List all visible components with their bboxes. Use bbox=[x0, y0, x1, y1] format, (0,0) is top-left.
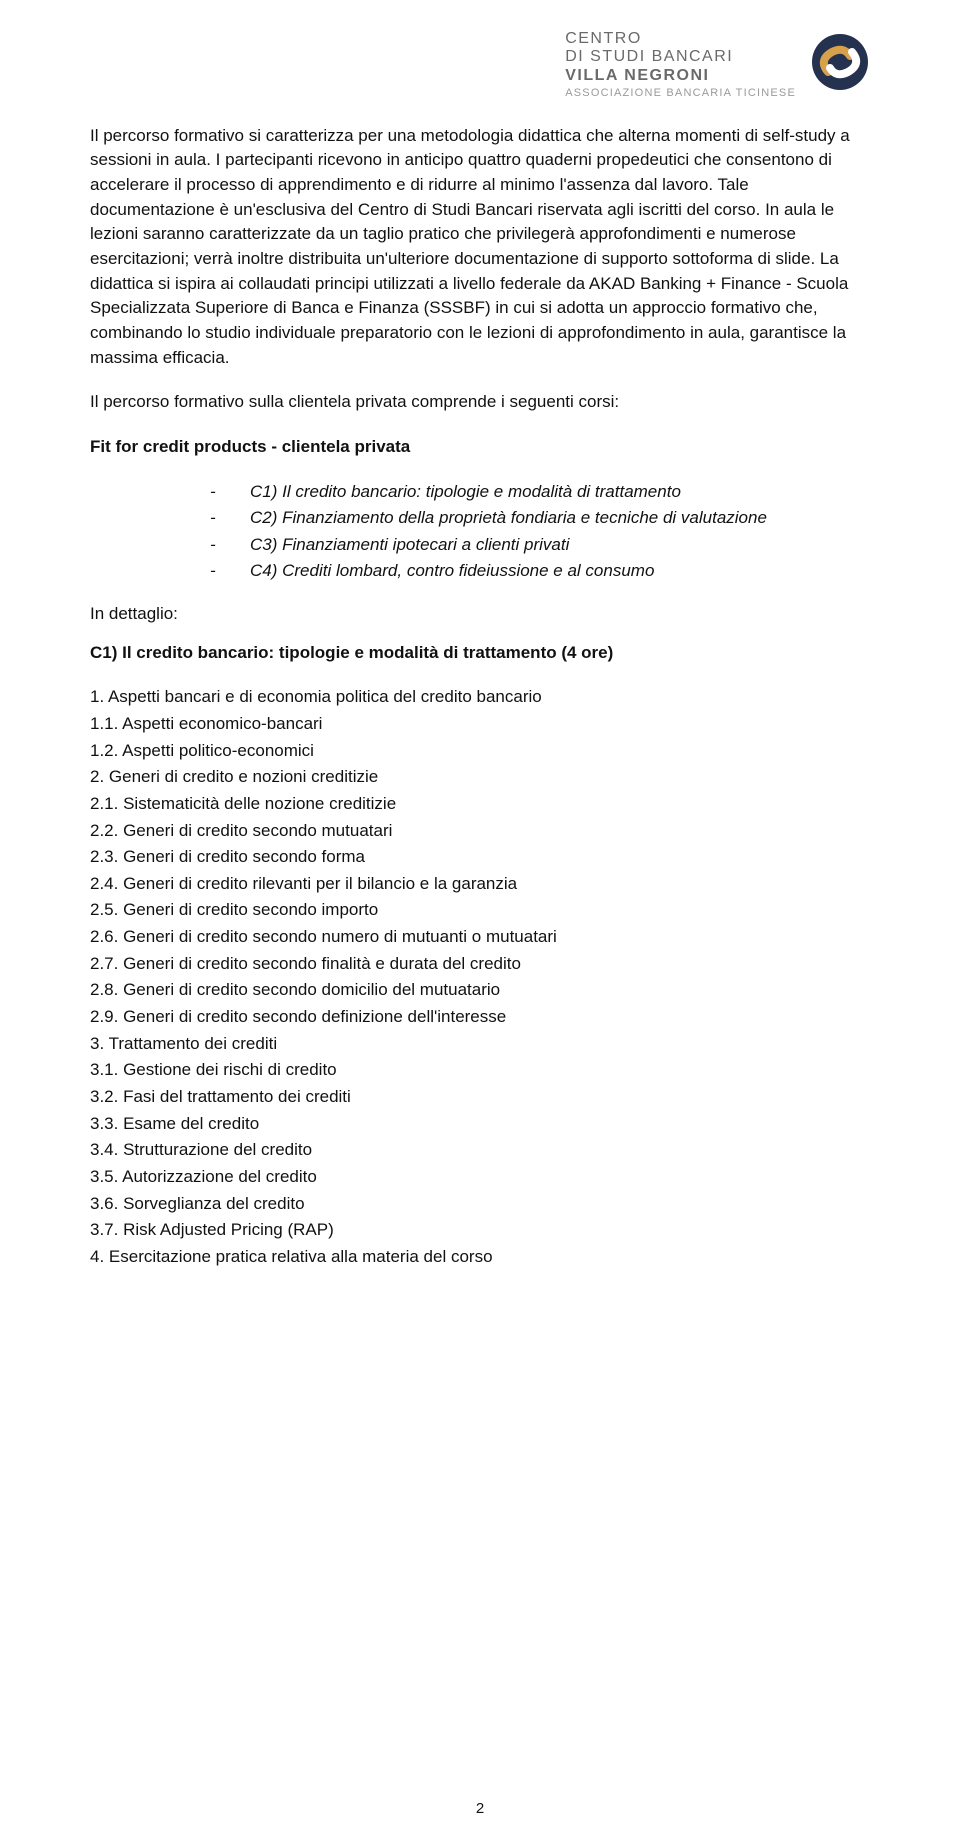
c1-heading: C1) Il credito bancario: tipologie e mod… bbox=[90, 641, 870, 666]
outline-item: 2.8. Generi di credito secondo domicilio… bbox=[90, 978, 870, 1003]
outline-item: 2.5. Generi di credito secondo importo bbox=[90, 898, 870, 923]
course-bullet-list: - C1) Il credito bancario: tipologie e m… bbox=[210, 480, 870, 585]
outline-item: 3.3. Esame del credito bbox=[90, 1112, 870, 1137]
bullet-item: - C2) Finanziamento della proprietà fond… bbox=[210, 506, 870, 531]
fit-for-credit-heading: Fit for credit products - clientela priv… bbox=[90, 435, 870, 460]
page-header: CENTRO DI STUDI BANCARI VILLA NEGRONI AS… bbox=[90, 30, 870, 100]
outline-item: 2.6. Generi di credito secondo numero di… bbox=[90, 925, 870, 950]
outline-item: 2.3. Generi di credito secondo forma bbox=[90, 845, 870, 870]
outline-item: 3.4. Strutturazione del credito bbox=[90, 1138, 870, 1163]
brand-block: CENTRO DI STUDI BANCARI VILLA NEGRONI AS… bbox=[565, 30, 870, 100]
outline-item: 1. Aspetti bancari e di economia politic… bbox=[90, 685, 870, 710]
outline-item: 1.2. Aspetti politico-economici bbox=[90, 739, 870, 764]
bullet-item: - C3) Finanziamenti ipotecari a clienti … bbox=[210, 533, 870, 558]
in-dettaglio-label: In dettaglio: bbox=[90, 602, 870, 627]
outline-item: 2.7. Generi di credito secondo finalità … bbox=[90, 952, 870, 977]
dash-icon: - bbox=[210, 533, 222, 558]
brand-logo-icon bbox=[810, 32, 870, 97]
outline-item: 3.5. Autorizzazione del credito bbox=[90, 1165, 870, 1190]
dash-icon: - bbox=[210, 480, 222, 505]
bullet-text: C4) Crediti lombard, contro fideiussione… bbox=[250, 559, 870, 584]
brand-line-2: DI STUDI BANCARI bbox=[565, 48, 796, 66]
intro-paragraph: Il percorso formativo si caratterizza pe… bbox=[90, 124, 870, 370]
outline-item: 1.1. Aspetti economico-bancari bbox=[90, 712, 870, 737]
document-body: Il percorso formativo si caratterizza pe… bbox=[90, 124, 870, 1270]
outline-item: 4. Esercitazione pratica relativa alla m… bbox=[90, 1245, 870, 1270]
bullet-text: C1) Il credito bancario: tipologie e mod… bbox=[250, 480, 870, 505]
outline-item: 3.2. Fasi del trattamento dei crediti bbox=[90, 1085, 870, 1110]
outline-item: 2.2. Generi di credito secondo mutuatari bbox=[90, 819, 870, 844]
outline-item: 3.1. Gestione dei rischi di credito bbox=[90, 1058, 870, 1083]
document-page: CENTRO DI STUDI BANCARI VILLA NEGRONI AS… bbox=[0, 0, 960, 1835]
outline-item: 2.4. Generi di credito rilevanti per il … bbox=[90, 872, 870, 897]
dash-icon: - bbox=[210, 506, 222, 531]
lead-in-paragraph: Il percorso formativo sulla clientela pr… bbox=[90, 390, 870, 415]
dash-icon: - bbox=[210, 559, 222, 584]
outline-item: 3.6. Sorveglianza del credito bbox=[90, 1192, 870, 1217]
bullet-text: C2) Finanziamento della proprietà fondia… bbox=[250, 506, 870, 531]
bullet-text: C3) Finanziamenti ipotecari a clienti pr… bbox=[250, 533, 870, 558]
bullet-item: - C1) Il credito bancario: tipologie e m… bbox=[210, 480, 870, 505]
outline-item: 2.1. Sistematicità delle nozione crediti… bbox=[90, 792, 870, 817]
page-number: 2 bbox=[476, 1800, 484, 1817]
outline-item: 2.9. Generi di credito secondo definizio… bbox=[90, 1005, 870, 1030]
outline-item: 2. Generi di credito e nozioni creditizi… bbox=[90, 765, 870, 790]
outline-list: 1. Aspetti bancari e di economia politic… bbox=[90, 685, 870, 1269]
brand-line-3: VILLA NEGRONI bbox=[565, 67, 796, 85]
brand-subline: ASSOCIAZIONE BANCARIA TICINESE bbox=[565, 87, 796, 100]
brand-text: CENTRO DI STUDI BANCARI VILLA NEGRONI AS… bbox=[565, 30, 796, 100]
outline-item: 3.7. Risk Adjusted Pricing (RAP) bbox=[90, 1218, 870, 1243]
brand-line-1: CENTRO bbox=[565, 30, 796, 48]
outline-item: 3. Trattamento dei crediti bbox=[90, 1032, 870, 1057]
bullet-item: - C4) Crediti lombard, contro fideiussio… bbox=[210, 559, 870, 584]
